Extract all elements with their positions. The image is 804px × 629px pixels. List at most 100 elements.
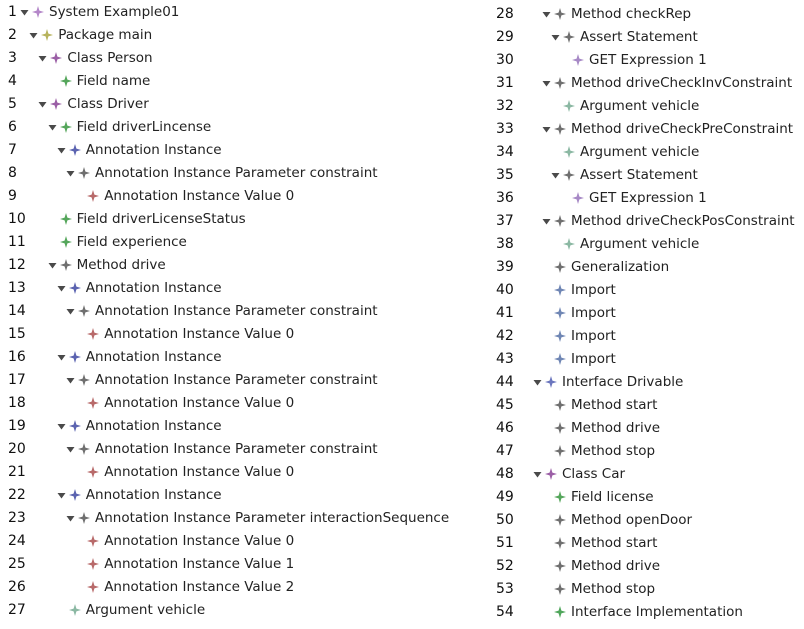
expand-toggle-icon[interactable] [48,261,57,270]
expand-toggle-icon[interactable] [66,307,75,316]
tree-row-field-driverlincense[interactable]: 6 Field driverLincense [0,116,402,138]
tree-row-argument-vehicle[interactable]: 27 Argument vehicle [0,599,402,621]
tree-row-assert-statement[interactable]: 29 Assert Statement [493,26,804,48]
tree-node-label: Annotation Instance Value 0 [104,188,295,204]
expand-toggle-icon[interactable] [551,33,560,42]
leaf-spacer [48,238,57,247]
tree-row-package-main[interactable]: 2 Package main [0,24,402,46]
tree-row-argument-vehicle[interactable]: 32 Argument vehicle [493,95,804,117]
tree-row-import[interactable]: 41 Import [493,302,804,324]
expand-toggle-icon[interactable] [48,123,57,132]
tree-row-annotation-instance-value-0[interactable]: 24 Annotation Instance Value 0 [0,530,402,552]
tree-row-annotation-instance-value-1[interactable]: 25 Annotation Instance Value 1 [0,553,402,575]
tree-row-get-expression-1[interactable]: 30 GET Expression 1 [493,49,804,71]
expand-toggle-icon[interactable] [57,422,66,431]
tree-row-annotation-instance-value-2[interactable]: 26 Annotation Instance Value 2 [0,576,402,598]
tree-row-method-stop[interactable]: 53 Method stop [493,578,804,600]
tree-row-method-drivecheckinvconstraint[interactable]: 31 Method driveCheckInvConstraint [493,72,804,94]
tree-column-right: 28 Method checkRep 29 Assert Statement 30 GET… [493,0,804,629]
tree-row-method-drive[interactable]: 12 Method drive [0,254,402,276]
tree-node-label: Method drive [571,420,661,436]
line-number: 26 [8,579,26,595]
expand-toggle-icon[interactable] [57,491,66,500]
tree-row-annotation-instance-parameter-constraint[interactable]: 20 Annotation Instance Parameter constrai… [0,438,402,460]
expand-toggle-icon[interactable] [66,169,75,178]
line-number: 49 [496,489,514,505]
expand-toggle-icon[interactable] [542,79,551,88]
tree-row-method-checkrep[interactable]: 28 Method checkRep [493,3,804,25]
tree-row-annotation-instance[interactable]: 19 Annotation Instance [0,415,402,437]
leaf-spacer [551,240,560,249]
tree-row-method-drivecheckpreconstraint[interactable]: 33 Method driveCheckPreConstraint [493,118,804,140]
line-number: 40 [496,282,514,298]
class-icon [545,468,557,480]
tree-row-method-opendoor[interactable]: 50 Method openDoor [493,509,804,531]
tree-row-field-experience[interactable]: 11 Field experience [0,231,402,253]
tree-row-argument-vehicle[interactable]: 38 Argument vehicle [493,233,804,255]
tree-node-label: Interface Implementation [571,604,743,620]
tree-row-method-start[interactable]: 51 Method start [493,532,804,554]
tree-row-field-license[interactable]: 49 Field license [493,486,804,508]
line-number: 37 [496,213,514,229]
expand-toggle-icon[interactable] [551,171,560,180]
tree-row-import[interactable]: 42 Import [493,325,804,347]
tree-row-assert-statement[interactable]: 35 Assert Statement [493,164,804,186]
line-number: 32 [496,98,514,114]
tree-row-annotation-instance[interactable]: 7 Annotation Instance [0,139,402,161]
tree-row-class-car[interactable]: 48 Class Car [493,463,804,485]
leaf-spacer [75,330,84,339]
tree-row-import[interactable]: 43 Import [493,348,804,370]
expand-toggle-icon[interactable] [66,445,75,454]
leaf-spacer [48,77,57,86]
expand-toggle-icon[interactable] [38,54,47,63]
tree-row-generalization[interactable]: 39 Generalization [493,256,804,278]
expand-toggle-icon[interactable] [57,146,66,155]
tree-row-import[interactable]: 40 Import [493,279,804,301]
expand-toggle-icon[interactable] [66,376,75,385]
tree-node-label: Method start [571,535,658,551]
tree-row-annotation-instance[interactable]: 22 Annotation Instance [0,484,402,506]
tree-row-annotation-instance-parameter-constraint[interactable]: 17 Annotation Instance Parameter constrai… [0,369,402,391]
line-number: 17 [8,372,26,388]
tree-row-field-name[interactable]: 4 Field name [0,70,402,92]
expand-toggle-icon[interactable] [533,470,542,479]
expand-toggle-icon[interactable] [66,514,75,523]
expand-toggle-icon[interactable] [20,8,29,17]
expand-toggle-icon[interactable] [542,125,551,134]
tree-row-method-drive[interactable]: 52 Method drive [493,555,804,577]
tree-row-annotation-instance-value-0[interactable]: 9 Annotation Instance Value 0 [0,185,402,207]
tree-row-annotation-instance-value-0[interactable]: 18 Annotation Instance Value 0 [0,392,402,414]
expand-toggle-icon[interactable] [57,284,66,293]
tree-row-system-example01[interactable]: 1 System Example01 [0,1,402,23]
tree-row-method-drive[interactable]: 46 Method drive [493,417,804,439]
generalization-icon [554,261,566,273]
tree-row-method-drivecheckposconstraint[interactable]: 37 Method driveCheckPosConstraint [493,210,804,232]
expand-toggle-icon[interactable] [38,100,47,109]
argument-icon [68,604,81,616]
expand-toggle-icon[interactable] [533,378,542,387]
tree-row-annotation-instance-value-0[interactable]: 21 Annotation Instance Value 0 [0,461,402,483]
expand-toggle-icon[interactable] [29,31,38,40]
field-icon [59,75,72,87]
tree-row-field-driverlicensestatus[interactable]: 10 Field driverLicenseStatus [0,208,402,230]
tree-row-annotation-instance-value-0[interactable]: 15 Annotation Instance Value 0 [0,323,402,345]
tree-row-annotation-instance[interactable]: 16 Annotation Instance [0,346,402,368]
tree-row-method-stop[interactable]: 47 Method stop [493,440,804,462]
tree-row-annotation-instance-parameter-constraint[interactable]: 8 Annotation Instance Parameter constrain… [0,162,402,184]
tree-row-get-expression-1[interactable]: 36 GET Expression 1 [493,187,804,209]
tree-row-method-start[interactable]: 45 Method start [493,394,804,416]
expand-toggle-icon[interactable] [57,353,66,362]
tree-row-annotation-instance-parameter-constraint[interactable]: 14 Annotation Instance Parameter constrai… [0,300,402,322]
tree-row-interface-implementation[interactable]: 54 Interface Implementation [493,601,804,623]
tree-row-class-person[interactable]: 3 Class Person [0,47,402,69]
tree-row-annotation-instance-parameter-interactionsequence[interactable]: 23 Annotation Instance Parameter interact… [0,507,449,529]
tree-row-interface-drivable[interactable]: 44 Interface Drivable [493,371,804,393]
tree-row-argument-vehicle[interactable]: 34 Argument vehicle [493,141,804,163]
expand-toggle-icon[interactable] [542,10,551,19]
tree-row-class-driver[interactable]: 5 Class Driver [0,93,402,115]
tree-row-annotation-instance[interactable]: 13 Annotation Instance [0,277,402,299]
method-icon [554,514,566,526]
tree-node-label: Field driverLincense [76,119,212,135]
expand-toggle-icon[interactable] [542,217,551,226]
tree-node-label: Import [571,328,616,344]
